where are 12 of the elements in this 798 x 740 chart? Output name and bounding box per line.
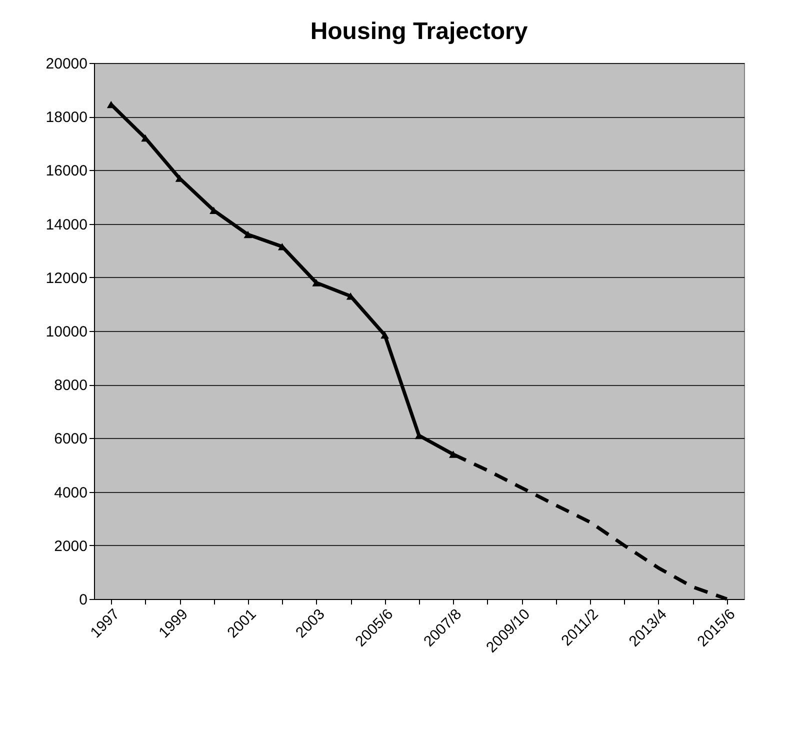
y-tick-label: 10000 [46,324,88,340]
y-tick-label: 18000 [46,109,88,126]
y-tick-label: 2000 [54,538,88,555]
y-tick-label: 0 [79,592,88,608]
y-tick-label: 6000 [54,430,88,448]
y-tick-label: 4000 [54,484,88,502]
chart-title: Housing Trajectory [310,18,528,45]
y-tick-label: 14000 [46,216,88,234]
y-tick-label: 16000 [46,162,88,180]
y-tick-label: 12000 [46,270,88,287]
y-tick-label: 20000 [46,56,88,72]
y-tick-label: 8000 [54,377,88,394]
